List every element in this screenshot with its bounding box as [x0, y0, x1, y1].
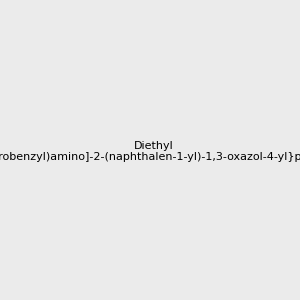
Text: Diethyl {5-[(4-fluorobenzyl)amino]-2-(naphthalen-1-yl)-1,3-oxazol-4-yl}phosphona: Diethyl {5-[(4-fluorobenzyl)amino]-2-(na… — [0, 141, 300, 162]
